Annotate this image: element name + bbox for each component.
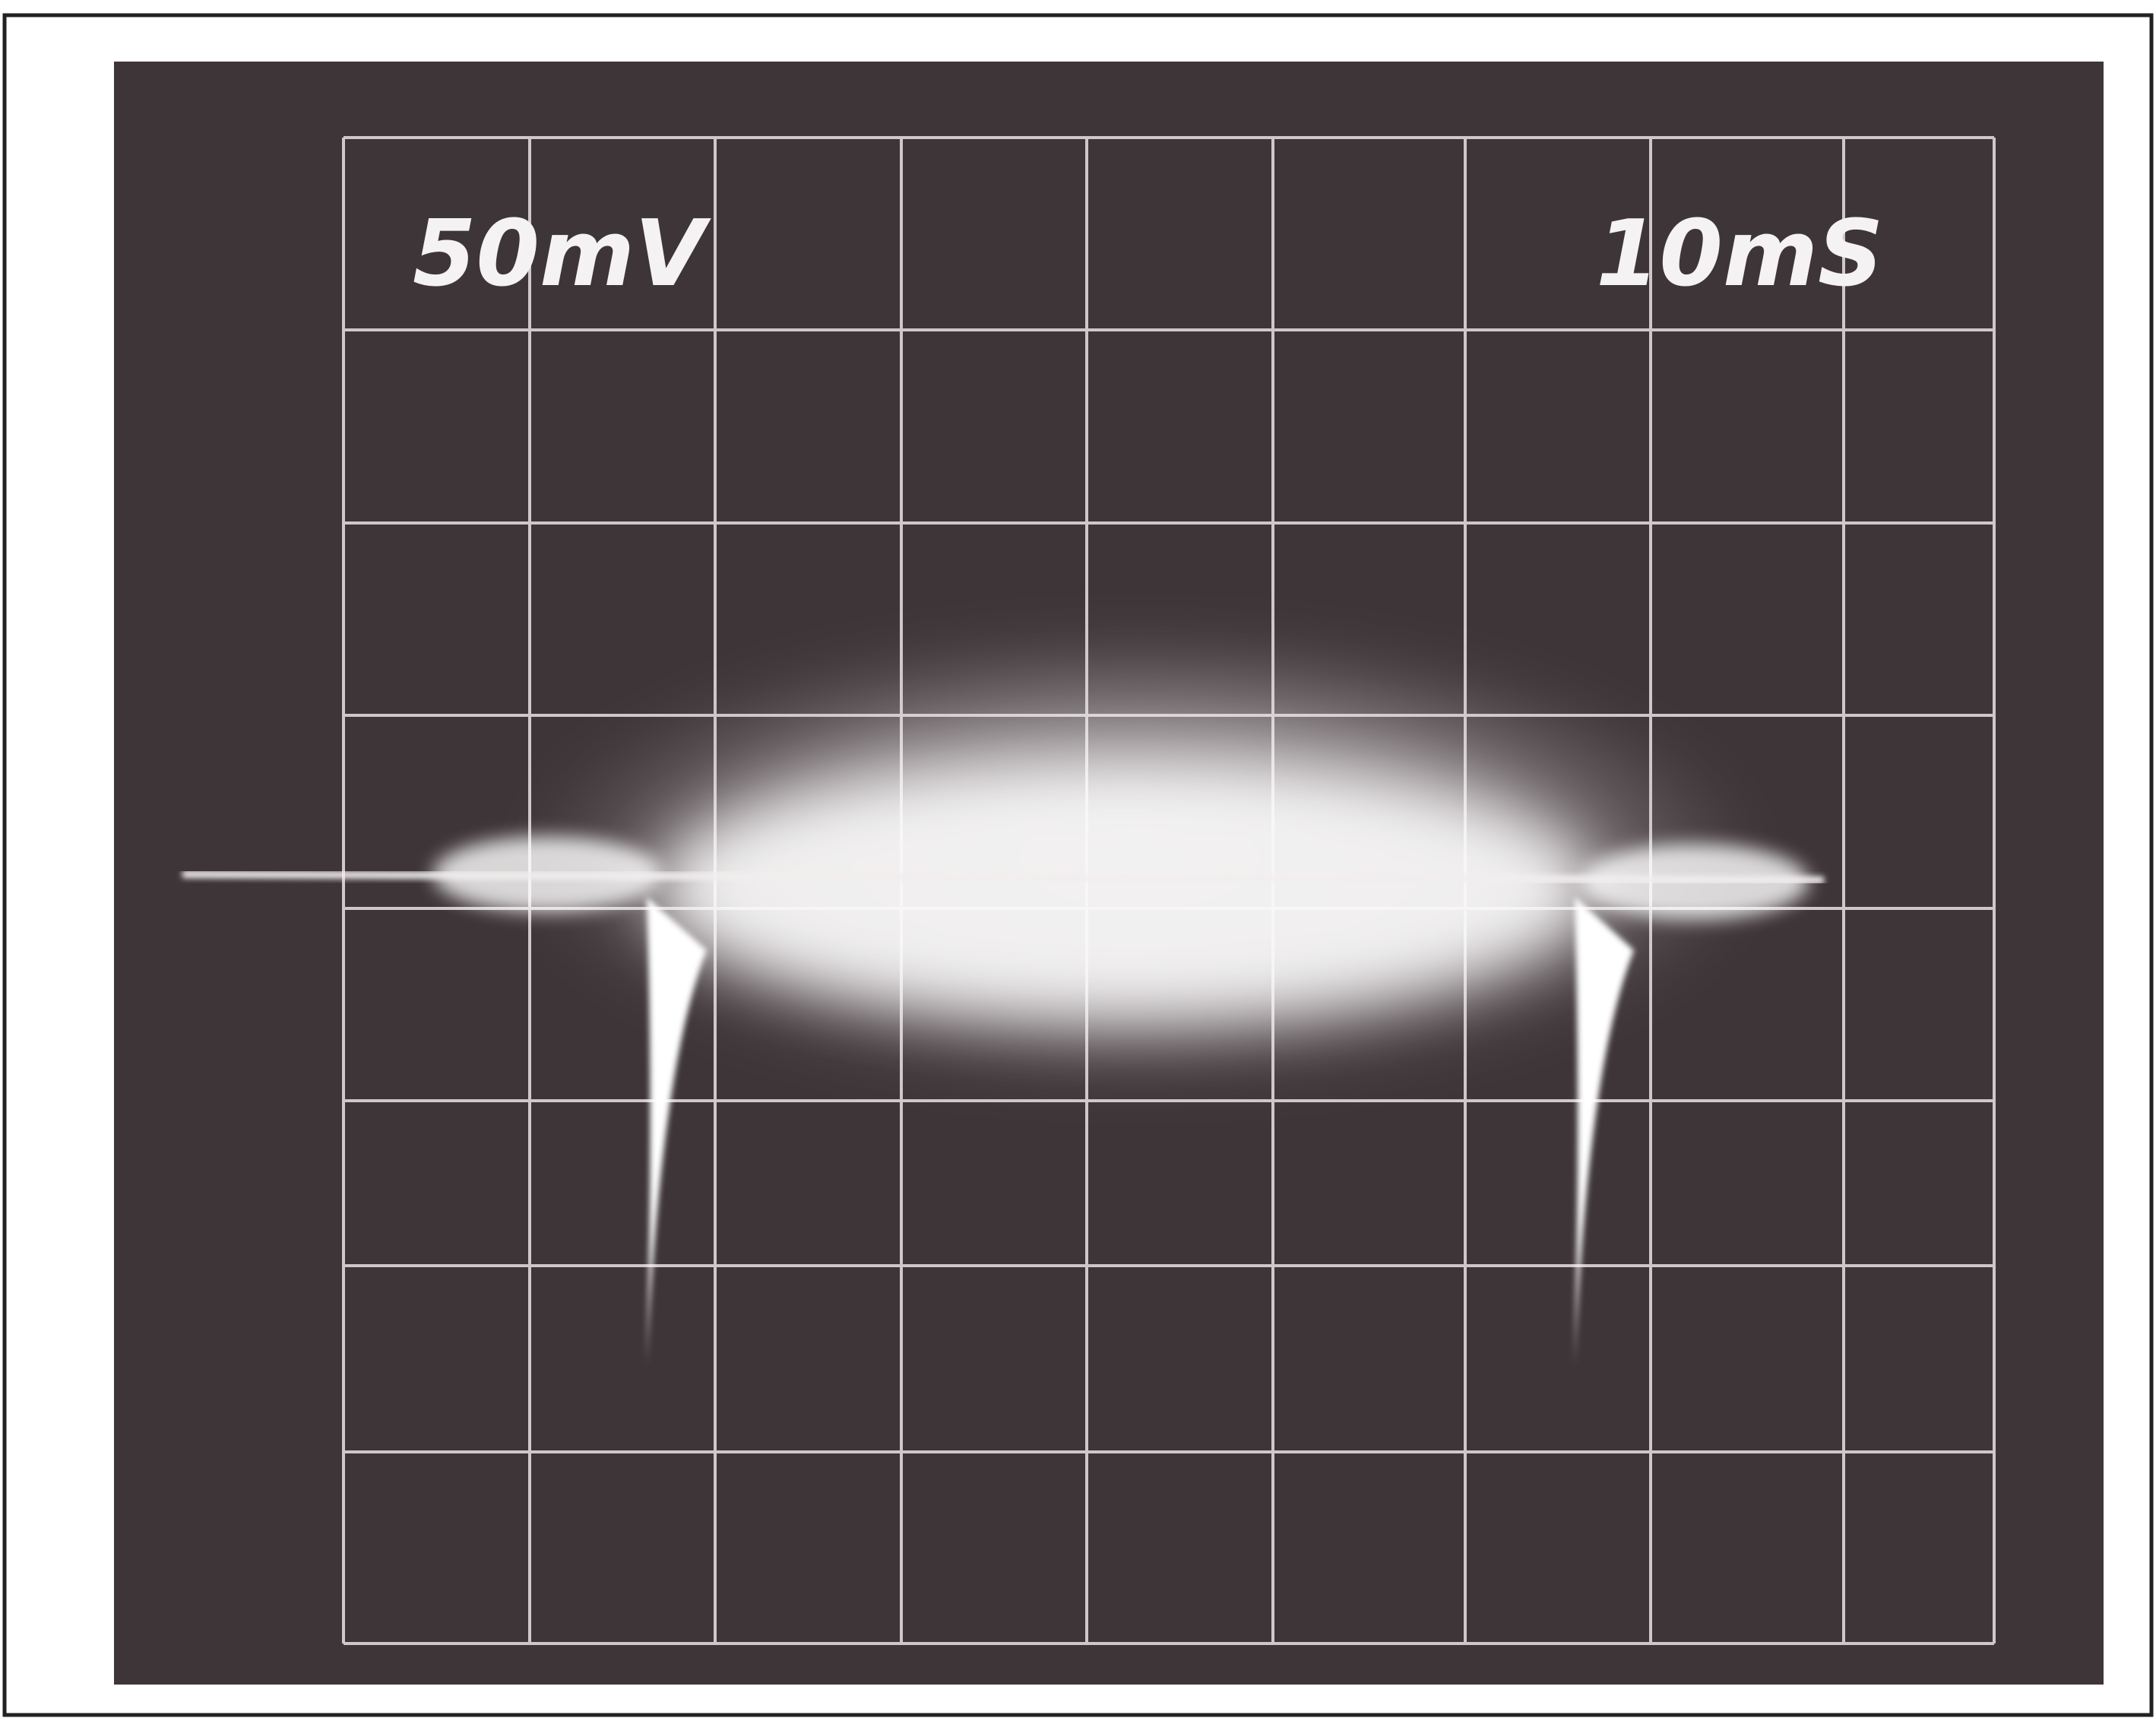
- trace-core: [654, 760, 1596, 1019]
- figure: 50mV 10mS: [0, 0, 2156, 1718]
- time-per-div: 10mS: [1596, 201, 1883, 307]
- page: 50mV 10mS (() => { const data = JSON.par…: [0, 0, 2156, 1718]
- volts-per-div: 50mV: [413, 201, 711, 307]
